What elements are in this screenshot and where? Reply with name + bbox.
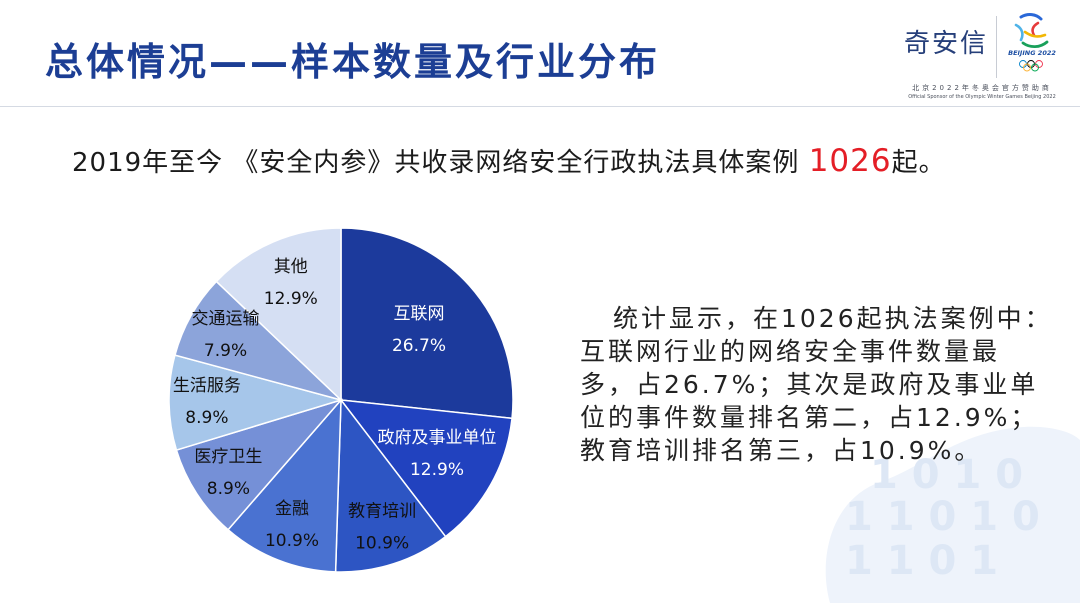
pie-value-number: 12.9 <box>410 460 448 480</box>
analysis-line-2: 互联网行业的网络安全事件数量最 <box>580 337 1001 366</box>
pie-value-government: 12.9% <box>410 460 464 480</box>
pie-value-life-services: 8.9% <box>185 408 228 428</box>
summary-text: 2019年至今 《安全内参》共收录网络安全行政执法具体案例 1026起。 <box>72 141 946 183</box>
pie-label-government: 政府及事业单位 <box>378 428 497 448</box>
pie-value-unit: % <box>231 341 247 361</box>
pie-slice-healthcare <box>175 398 344 531</box>
pie-label-internet: 互联网 <box>394 304 445 324</box>
pie-value-internet: 26.7% <box>392 336 446 356</box>
sponsor-caption: 北京2022年冬奥会官方赞助商 Official Sponsor of the … <box>898 83 1066 101</box>
emblem-ribbon <box>1014 13 1049 49</box>
pie-value-education: 10.9% <box>355 534 409 554</box>
pie-label-transportation: 交通运输 <box>192 309 260 329</box>
page-title: 总体情况——样本数量及行业分布 <box>45 40 661 84</box>
pie-value-healthcare: 8.9% <box>207 479 250 499</box>
pie-value-number: 8.9 <box>207 479 234 499</box>
pie-value-number: 12.9 <box>264 289 302 309</box>
pie-slice-life-services <box>168 354 344 451</box>
pie-label-finance: 金融 <box>275 499 309 519</box>
pie-value-number: 10.9 <box>355 534 393 554</box>
summary-suffix: 起。 <box>891 148 946 178</box>
pie-chart: 互联网 26.7% 政府及事业单位 12.9% 教育培训 10.9% 金融 10.9% 医疗卫生… <box>168 227 514 573</box>
pie-labels: 互联网 26.7% 政府及事业单位 12.9% 教育培训 10.9% 金融 10.9% 医疗卫生… <box>173 257 497 554</box>
pie-value-number: 26.7 <box>392 336 430 356</box>
watermark-row: 1 0 1 0 <box>870 452 1023 498</box>
pie-value-unit: % <box>234 479 250 499</box>
analysis-line-1: 统计显示，在1026起执法案例中： <box>613 304 1053 333</box>
pie-value-unit: % <box>303 531 319 551</box>
header-rule <box>0 106 1080 107</box>
pie-value-number: 10.9 <box>265 531 303 551</box>
emblem-text: BEIJING 2022 <box>1008 49 1056 57</box>
olympic-rings <box>1019 60 1043 72</box>
pie-value-unit: % <box>430 336 446 356</box>
pie-label-healthcare: 医疗卫生 <box>194 447 262 467</box>
pie-slice-other <box>215 227 342 402</box>
sponsor-text-cn: 北京2022年冬奥会官方赞助商 <box>912 84 1052 92</box>
analysis-line-4: 位的事件数量排名第二，占12.9%； <box>580 403 1039 432</box>
pie-value-other: 12.9% <box>264 289 318 309</box>
pie-slice-government <box>339 399 513 538</box>
pie-slices <box>168 227 514 573</box>
binary-watermark: 1 0 1 0 1 1 0 1 0 1 1 0 1 <box>825 426 1080 603</box>
pie-label-other: 其他 <box>274 257 308 277</box>
pie-value-number: 8.9 <box>185 408 212 428</box>
watermark-row: 1 1 0 1 <box>845 538 998 584</box>
pie-label-education: 教育培训 <box>348 502 416 522</box>
watermark-row: 1 1 0 1 0 <box>845 494 1040 540</box>
watermark-blob <box>825 426 1080 603</box>
pie-value-transportation: 7.9% <box>204 341 247 361</box>
logo-divider <box>996 16 997 78</box>
summary-count: 1026 <box>808 143 892 179</box>
pie-slice-education <box>334 397 447 573</box>
pie-slice-finance <box>227 397 342 573</box>
analysis-line-5: 教育培训排名第三，占10.9%。 <box>580 436 983 465</box>
pie-value-finance: 10.9% <box>265 531 319 551</box>
pie-slice-internet <box>340 227 514 420</box>
pie-value-unit: % <box>448 460 464 480</box>
analysis-line-3: 多，占26.7%；其次是政府及事业单 <box>580 370 1039 399</box>
pie-value-unit: % <box>302 289 318 309</box>
summary-prefix: 2019年至今 《安全内参》共收录网络安全行政执法具体案例 <box>72 148 809 178</box>
pie-label-life-services: 生活服务 <box>173 376 241 396</box>
analysis-paragraph: 统计显示，在1026起执法案例中： 互联网行业的网络安全事件数量最 多，占26.… <box>580 302 1053 467</box>
beijing-2022-emblem: BEIJING 2022 <box>1008 13 1056 72</box>
pie-value-number: 7.9 <box>204 341 231 361</box>
pie-value-unit: % <box>212 408 228 428</box>
pie-value-unit: % <box>393 534 409 554</box>
sponsor-text-en: Official Sponsor of the Olympic Winter G… <box>908 94 1056 100</box>
brand-logo-text: 奇安信 <box>904 29 989 59</box>
